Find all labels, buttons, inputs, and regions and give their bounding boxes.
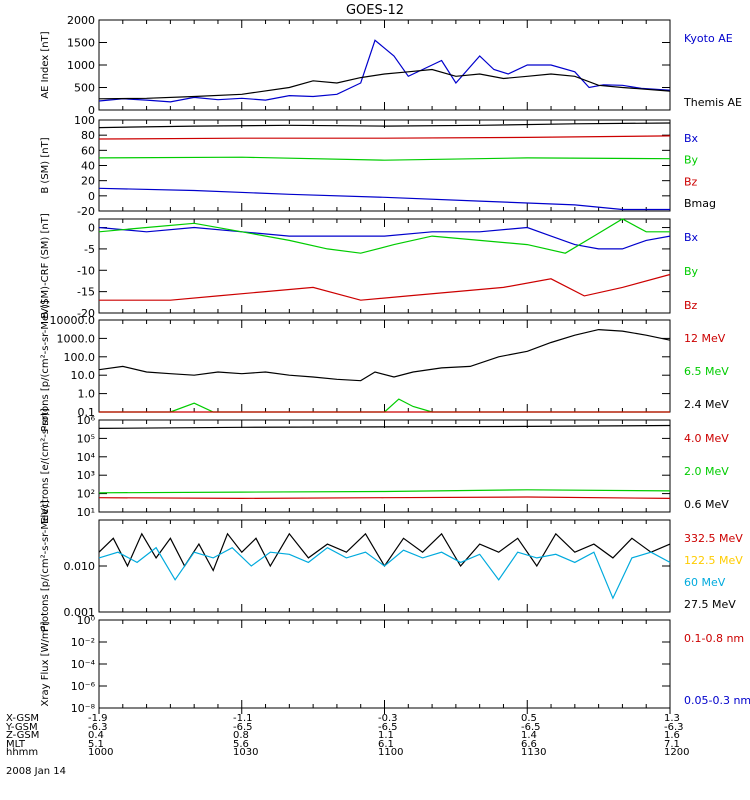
row-label: hhmm: [6, 747, 39, 759]
y-tick-label: 0: [88, 190, 95, 203]
legend-entry: 332.5 MeV: [684, 532, 743, 545]
y-tick-label: 10⁻⁴: [71, 658, 96, 671]
panel-0: 0 500 1000 1500 2000 AE Index [nT] Kyoto AE The…: [40, 14, 742, 117]
series-line-2-0-mev: [98, 489, 671, 494]
legend-entry: Bx: [684, 132, 699, 145]
row-label: X-GSM: [6, 713, 40, 724]
y-tick-label: 10⁶: [77, 414, 96, 427]
series-line-27-5-mev: [98, 532, 671, 572]
date-label: 2008 Jan 14: [6, 766, 66, 777]
legend-entry: By: [684, 265, 699, 278]
y-tick-label: 10000.0: [50, 314, 96, 327]
y-tick-label: 0.001: [64, 606, 96, 619]
panel-2: -20 -15 -10 -5 0 B (SM)-CRF (SM) [nT] Bx By Bz: [40, 213, 699, 320]
y-tick-label: 10.0: [71, 369, 96, 382]
legend-entry: 2.4 MeV: [684, 398, 729, 411]
chart-title: GOES-12: [346, 3, 404, 18]
y-axis-label: B (SM) [nT]: [40, 137, 51, 193]
series-line-bx: [98, 187, 670, 211]
series-line-bmag: [98, 122, 671, 129]
legend-entry: 12 MeV: [684, 332, 726, 345]
y-tick-label: -5: [84, 243, 95, 256]
y-tick-label: 1.0: [78, 388, 96, 401]
y-tick-label: 10⁻²: [71, 636, 95, 649]
y-tick-label: 10⁰: [77, 614, 96, 627]
legend-entry: 4.0 MeV: [684, 432, 729, 445]
series-line-by: [98, 218, 670, 254]
row-label: MLT: [6, 738, 25, 750]
y-tick-label: 10⁴: [77, 451, 96, 464]
y-tick-label: 20: [81, 175, 95, 188]
y-tick-label: -10: [77, 264, 95, 277]
y-tick-label: 100: [74, 114, 95, 127]
y-tick-label: 40: [81, 160, 95, 173]
legend-entry: 6.5 MeV: [684, 365, 729, 378]
panel-frame: [98, 619, 671, 709]
legend-entry: Bz: [684, 175, 698, 188]
y-tick-label: 1500: [67, 37, 95, 50]
y-tick-label: 500: [74, 82, 95, 95]
y-tick-label: 10⁻⁶: [71, 680, 96, 693]
series-line-kyoto-ae: [98, 39, 671, 103]
y-axis-label: Xray Flux [W/m²]: [40, 621, 51, 706]
legend-entry: Kyoto AE: [684, 32, 733, 45]
legend-entry: Bmag: [684, 197, 716, 210]
y-tick-label: 0: [88, 104, 95, 117]
y-tick-label: 80: [81, 129, 95, 142]
y-tick-label: 10²: [77, 488, 95, 501]
legend-entry: 0.05-0.3 nm: [684, 694, 750, 707]
y-axis-label: Protons [p/(cm²-s-sr-MeV)]: [40, 500, 51, 632]
legend-entry: 0.6 MeV: [684, 498, 729, 511]
y-tick-label: 10¹: [77, 506, 95, 519]
legend-entry: By: [684, 154, 699, 167]
legend-entry: 27.5 MeV: [684, 598, 736, 611]
y-axis-label: AE Index [nT]: [40, 31, 51, 98]
series-line-0-6-mev: [98, 424, 671, 429]
y-axis-label: Electrons [e/(cm²-s-sr)]: [40, 408, 51, 524]
series-line-bx: [98, 226, 671, 250]
legend-entry: 0.1-0.8 nm: [684, 632, 744, 645]
panel-frame: [98, 319, 671, 413]
legend-entry: Bx: [684, 231, 699, 244]
panel-4: 10¹ 10² 10³ 10⁴ 10⁵ 10⁶ Electrons [e/(cm²-s-sr…: [40, 408, 729, 524]
series-line-2-4-mev: [98, 328, 671, 382]
legend-entry: Bz: [684, 299, 698, 312]
y-tick-label: 10⁻⁸: [71, 702, 96, 715]
legend-entry: Themis AE: [683, 96, 742, 109]
panel-5: 0.001 0.010 Protons [p/(cm²-s-sr-MeV)] 332.…: [40, 500, 743, 632]
y-tick-label: 0.010: [64, 560, 96, 573]
series-line-bz: [99, 273, 671, 301]
panel-1: -20 0 20 40 60 80 100 B (SM) [nT] Bx By Bz Bmag: [40, 114, 716, 218]
y-tick-label: 0.1: [78, 406, 96, 419]
legend-entry: 122.5 MeV: [684, 554, 743, 567]
y-axis-label: Protons [p/(cm²-s-sr-MeV)]: [40, 300, 51, 432]
y-tick-label: 2000: [67, 14, 95, 27]
series-line-60-mev: [98, 546, 671, 600]
panel-6: 10⁻⁸ 10⁻⁶ 10⁻⁴ 10⁻² 10⁰ Xray Flux [W/m²] 0.1-0…: [40, 614, 750, 715]
legend-entry: 2.0 MeV: [684, 465, 729, 478]
y-axis-label: B (SM)-CRF (SM) [nT]: [40, 213, 51, 319]
y-tick-label: -20: [77, 307, 95, 320]
series-line-by: [98, 156, 671, 161]
y-tick-label: 10³: [77, 469, 95, 482]
legend-entry: 60 MeV: [684, 576, 726, 589]
y-tick-label: 60: [81, 144, 95, 157]
y-tick-label: 1000: [67, 59, 95, 72]
y-tick-label: -15: [77, 286, 95, 299]
row-label: Z-GSM: [6, 730, 40, 742]
series-line-bz: [98, 135, 671, 140]
y-tick-label: 0: [88, 222, 95, 235]
series-line-4-0-mev: [98, 496, 671, 500]
y-tick-label: 10⁵: [77, 432, 95, 445]
y-tick-label: 1000.0: [57, 332, 96, 345]
y-tick-label: -20: [77, 205, 95, 218]
series-line-themis-ae: [98, 68, 671, 100]
y-tick-label: 100.0: [64, 351, 96, 364]
row-label: Y-GSM: [6, 721, 38, 733]
